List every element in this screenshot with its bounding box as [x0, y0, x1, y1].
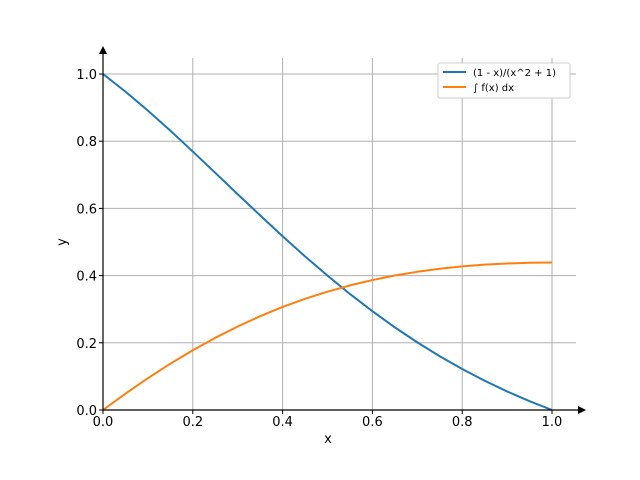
axes — [99, 46, 586, 414]
y-tick-label-3: 0.6 — [76, 202, 97, 217]
y-axis-label: y — [55, 238, 70, 246]
x-tick-label-1: 0.2 — [182, 415, 203, 430]
y-tick-label-5: 1.0 — [76, 68, 97, 83]
y-tick-label-2: 0.4 — [76, 270, 97, 285]
legend-label-series-1: (1 - x)/(x^2 + 1) — [473, 68, 556, 79]
y-tick-label-0: 0.0 — [76, 404, 97, 419]
x-tick-label-3: 0.6 — [362, 415, 383, 430]
x-axis-arrow — [578, 406, 586, 414]
legend: (1 - x)/(x^2 + 1) ∫ f(x) dx — [437, 62, 571, 99]
ticks: 0.0 0.2 0.4 0.6 0.8 1.0 0.0 0.2 0.4 0.6 0.8 1.0 — [76, 68, 562, 430]
y-tick-label-4: 0.8 — [76, 135, 97, 150]
series-line-2 — [102, 261, 553, 411]
legend-label-series-2: ∫ f(x) dx — [473, 83, 514, 94]
legend-box — [437, 62, 571, 99]
x-tick-label-0: 0.0 — [93, 415, 114, 430]
x-tick-label-2: 0.4 — [272, 415, 293, 430]
grid — [103, 58, 576, 410]
y-axis-arrow — [99, 46, 107, 54]
x-axis-label: x — [324, 432, 332, 447]
series-line-1 — [102, 73, 553, 411]
x-tick-label-5: 1.0 — [542, 415, 563, 430]
x-tick-label-4: 0.8 — [452, 415, 473, 430]
y-tick-label-1: 0.2 — [76, 337, 97, 352]
series-lines — [102, 73, 553, 411]
